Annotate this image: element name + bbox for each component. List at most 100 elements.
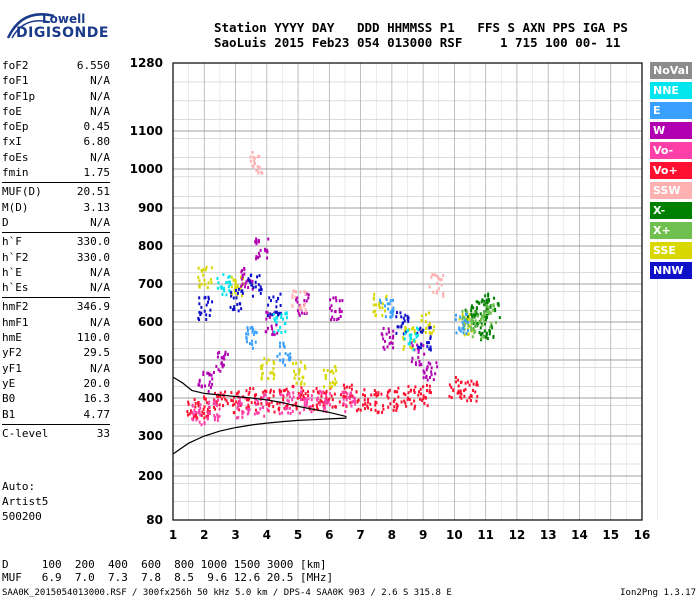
echo-point-vo <box>247 392 250 396</box>
echo-point-w <box>216 355 219 359</box>
echo-point-nnw <box>256 275 259 279</box>
echo-point-w <box>298 313 301 317</box>
echo-point-sse <box>304 366 307 370</box>
echo-point-nnw <box>271 313 274 317</box>
echo-point-nnw <box>266 314 269 318</box>
echo-point-x <box>485 302 488 306</box>
echo-point-nnw <box>200 305 203 309</box>
echo-point-vo <box>186 410 189 414</box>
echo-point-x <box>472 321 475 325</box>
param-value: N/A <box>90 281 110 295</box>
param-value: N/A <box>90 104 110 118</box>
echo-point-vo <box>352 396 355 400</box>
echo-point-nne <box>284 321 287 325</box>
echo-point-vo <box>216 415 219 419</box>
echo-point-vo <box>463 389 466 393</box>
echo-point-x <box>485 313 488 317</box>
echo-point-vo <box>257 402 260 406</box>
echo-point-vo <box>191 404 194 408</box>
echo-point-vo <box>341 390 344 394</box>
echo-point-x <box>482 319 485 323</box>
echo-point-sse <box>298 367 301 371</box>
echo-point-e <box>247 332 250 336</box>
echo-point-vo <box>278 401 281 405</box>
echo-point-x <box>463 315 466 319</box>
echo-point-x <box>492 296 495 300</box>
param-row: fmin 1.75 <box>2 165 110 180</box>
echo-point-nnw <box>251 294 254 298</box>
echo-point-w <box>273 333 276 337</box>
param-name: B1 <box>2 407 16 421</box>
echo-point-nnw <box>275 305 278 309</box>
echo-point-w <box>255 237 258 241</box>
echo-point-w <box>307 296 310 300</box>
echo-point-vo <box>216 403 219 407</box>
echo-point-nnw <box>402 332 405 336</box>
echo-point-sse <box>260 367 263 371</box>
param-name: M(D) <box>2 200 29 214</box>
echo-point-vo <box>245 398 248 402</box>
echo-point-vo <box>428 384 431 388</box>
echo-point-x <box>474 309 477 313</box>
echo-point-vo <box>317 391 320 395</box>
echo-point-vo <box>289 406 292 410</box>
echo-point-vo <box>388 388 391 392</box>
echo-point-vo <box>307 397 310 401</box>
echo-point-nnw <box>399 311 402 315</box>
echo-point-vo <box>476 383 479 387</box>
echo-point-ssw <box>249 159 252 163</box>
echo-point-sse <box>385 294 388 298</box>
echo-point-e <box>289 356 292 360</box>
echo-point-vo <box>216 394 219 398</box>
echo-point-vo <box>450 396 453 400</box>
echo-point-vo <box>417 393 420 397</box>
echo-point-w <box>429 362 432 366</box>
echo-point-sse <box>373 292 376 296</box>
param-value: 330.0 <box>76 235 110 249</box>
electron-density-profile-line <box>172 417 347 455</box>
echo-point-w <box>243 268 246 272</box>
echo-point-sse <box>267 377 270 381</box>
echo-point-vo <box>323 391 326 395</box>
echo-point-nne <box>225 281 228 285</box>
echo-point-x <box>489 311 492 315</box>
version-label: Ion2Png 1.3.17 <box>620 588 696 598</box>
echo-point-w <box>255 240 258 244</box>
echo-point-w <box>328 306 331 310</box>
echo-point-sse <box>239 287 242 291</box>
echo-point-vo <box>203 416 206 420</box>
echo-point-w <box>410 341 413 345</box>
param-value: 20.0 <box>83 376 111 390</box>
echo-point-sse <box>433 325 436 329</box>
echo-point-vo <box>377 391 380 395</box>
x-tick-label: 8 <box>388 528 396 542</box>
echo-point-vo <box>248 408 251 412</box>
echo-point-vo <box>422 397 425 401</box>
param-separator <box>2 297 110 299</box>
echo-point-x <box>490 321 493 325</box>
echo-point-nnw <box>232 296 235 300</box>
echo-point-sse <box>239 275 242 279</box>
echo-point-vo <box>428 390 431 394</box>
echo-point-w <box>259 248 262 252</box>
echo-point-w <box>418 360 421 364</box>
param-row: yF1 N/A <box>2 361 110 376</box>
echo-point-e <box>459 315 462 319</box>
echo-point-vo <box>235 392 238 396</box>
y-tick-label: 700 <box>138 277 163 291</box>
muf-row: MUF 6.9 7.0 7.3 7.8 8.5 9.6 12.6 20.5 [M… <box>2 571 334 584</box>
echo-point-sse <box>331 369 334 373</box>
echo-point-e <box>251 330 254 334</box>
param-name: yF1 <box>2 361 22 375</box>
echo-point-nnw <box>429 337 432 341</box>
echo-point-nnw <box>421 330 424 334</box>
echo-point-nnw <box>397 325 400 329</box>
echo-point-w <box>391 341 394 345</box>
echo-point-vo <box>363 394 366 398</box>
echo-point-nnw <box>258 288 261 292</box>
echo-point-nnw <box>235 296 238 300</box>
echo-point-vo <box>248 397 251 401</box>
echo-point-nne <box>280 315 283 319</box>
echo-point-sse <box>468 324 471 328</box>
echo-point-nnw <box>257 283 260 287</box>
